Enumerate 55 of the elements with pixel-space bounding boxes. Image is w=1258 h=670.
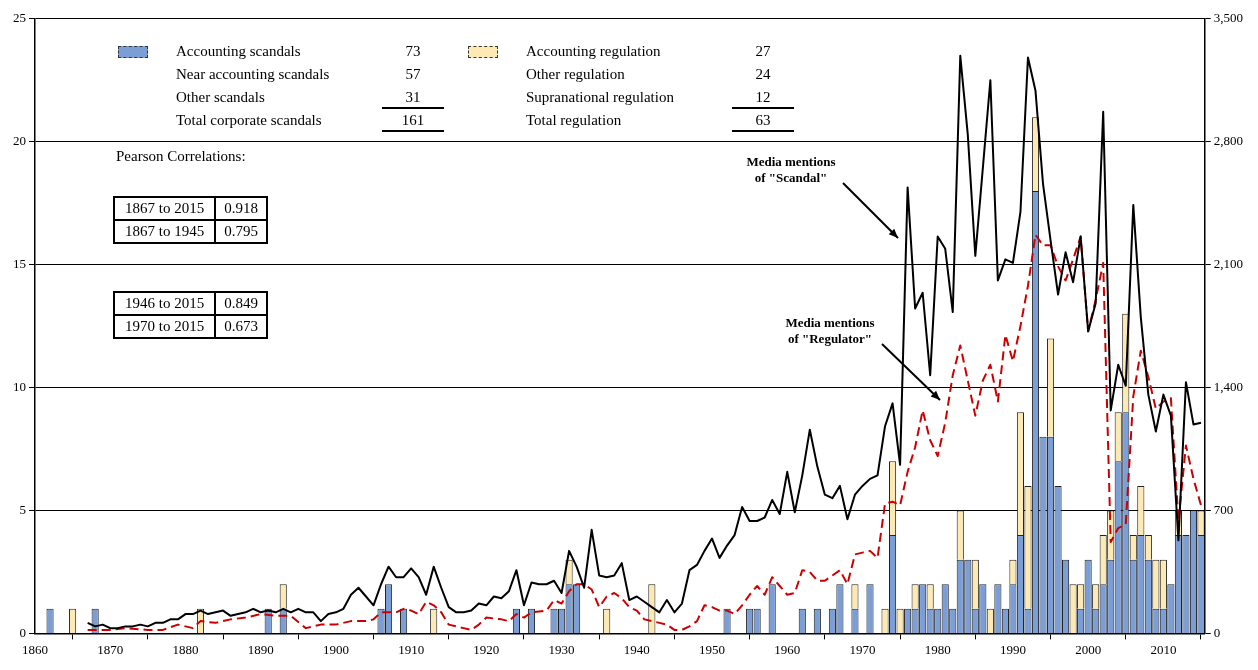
- x-tick-label: 1980: [924, 641, 951, 657]
- annotation: 0.795: [215, 220, 267, 243]
- legend-label: Accounting scandals: [175, 42, 302, 61]
- x-tick-label: 1890: [247, 641, 274, 657]
- y2-tick-label: 2,800: [1213, 133, 1243, 149]
- y2-tick-label: 0: [1213, 624, 1221, 640]
- annotation: Supranational regulation: [525, 88, 675, 107]
- annotation: 63: [754, 111, 772, 130]
- x-tick-label: 1930: [548, 641, 575, 657]
- x-tick-label: 1970: [849, 641, 876, 657]
- x-tick-label: 1950: [699, 641, 726, 657]
- y2-tick-label: 700: [1213, 501, 1234, 517]
- legend-label: Accounting regulation: [525, 42, 662, 61]
- annotation: 0.673: [215, 315, 267, 338]
- annotation: 1867 to 1945: [114, 220, 216, 243]
- annotation: 12: [754, 88, 772, 107]
- annotation: 57: [404, 65, 422, 84]
- annotation: 161: [400, 111, 426, 130]
- y-tick-label: 20: [13, 133, 26, 149]
- x-tick-label: 2000: [1075, 641, 1102, 657]
- annotation: 0.849: [215, 292, 267, 315]
- y2-tick-label: 3,500: [1213, 10, 1243, 26]
- annotation: Total regulation: [525, 111, 623, 130]
- x-tick-label: 1880: [172, 641, 199, 657]
- annotation: 27: [754, 42, 772, 61]
- y-tick-label: 0: [19, 624, 26, 640]
- annotation: 1946 to 2015: [114, 292, 216, 315]
- x-tick-label: 1910: [398, 641, 425, 657]
- annotation: Other scandals: [175, 88, 266, 107]
- y-tick-label: 5: [19, 501, 26, 517]
- annotation: 0.918: [215, 197, 267, 220]
- annotation: 1867 to 2015: [114, 197, 216, 220]
- y-tick-label: 10: [13, 378, 26, 394]
- annotation: Total corporate scandals: [175, 111, 323, 130]
- y-tick-label: 15: [13, 256, 26, 272]
- annotation: Media mentions of "Scandal": [746, 154, 836, 186]
- annotation: Media mentions of "Regulator": [785, 315, 875, 347]
- annotation: 1970 to 2015: [114, 315, 216, 338]
- annotation: Near accounting scandals: [175, 65, 331, 84]
- y2-tick-label: 2,100: [1213, 256, 1243, 272]
- x-tick-label: 1860: [22, 641, 48, 657]
- annotation: 31: [404, 88, 422, 107]
- x-tick-label: 1900: [322, 641, 349, 657]
- x-tick-label: 1940: [623, 641, 650, 657]
- y-tick-label: 25: [13, 10, 26, 26]
- y2-tick-label: 1,400: [1213, 378, 1243, 394]
- x-tick-label: 1870: [97, 641, 124, 657]
- annotation: 24: [754, 65, 772, 84]
- annotation: Pearson Correlations:: [116, 148, 246, 165]
- annotation: Other regulation: [525, 65, 626, 84]
- x-tick-label: 2010: [1150, 641, 1177, 657]
- annotation: 73: [404, 42, 422, 61]
- x-tick-label: 1960: [774, 641, 801, 657]
- x-tick-label: 1990: [999, 641, 1026, 657]
- x-tick-label: 1920: [473, 641, 500, 657]
